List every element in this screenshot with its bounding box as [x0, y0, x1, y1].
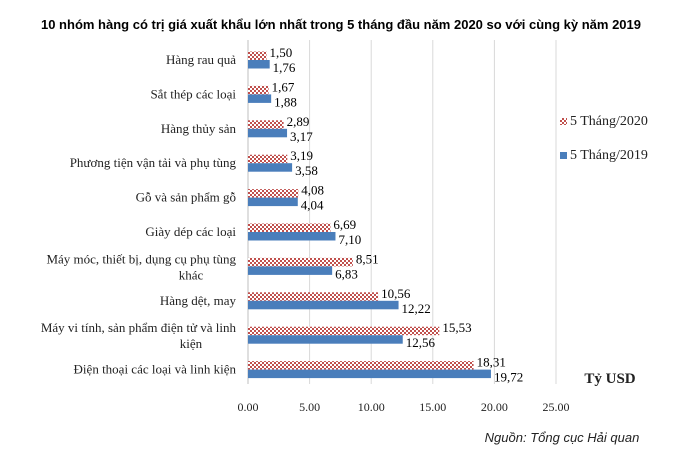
data-label: 15,53 [442, 320, 471, 335]
bar-2019 [248, 94, 272, 103]
data-label: 1,76 [273, 60, 296, 75]
data-labels: 1,501,76 1,671,88 2,893,17 3,193,58 4,084,04… [269, 45, 523, 385]
bar-2020 [248, 154, 288, 164]
category-label: Máy vi tính, sản phẩm điện tử và linh kiệ… [41, 320, 237, 351]
bar-2019 [248, 197, 298, 207]
category-label: Phương tiện vận tải và phụ tùng [70, 155, 237, 170]
x-tick-label: 5.00 [299, 400, 320, 414]
category-label: Điện thoại các loại và linh kiện [74, 362, 237, 377]
category-label: Hàng thủy sản [161, 121, 237, 136]
bar-2020 [248, 51, 267, 60]
bar-2019 [248, 60, 270, 69]
category-label: Sắt thép các loại [150, 86, 236, 101]
data-label: 4,04 [301, 198, 324, 213]
data-label: 12,22 [402, 301, 431, 316]
x-tick-label: 25.00 [543, 400, 570, 414]
data-label: 1,67 [272, 79, 295, 94]
bar-2019 [248, 300, 399, 310]
source-note: Nguồn: Tổng cục Hải quan [485, 430, 640, 445]
category-label: Hàng dệt, may [160, 293, 237, 308]
bar-2020 [248, 292, 379, 301]
data-label: 8,51 [356, 251, 379, 266]
x-tick-label: 10.00 [358, 400, 385, 414]
bar-2019 [248, 266, 333, 275]
x-tick-label: 15.00 [419, 400, 446, 414]
legend-swatch-2020 [560, 118, 567, 125]
category-label: Gỗ và sản phẩm gỗ [136, 190, 236, 205]
bar-2020 [248, 326, 440, 336]
data-label: 19,72 [494, 370, 523, 385]
category-labels: Hàng rau quả Sắt thép các loại Hàng thủy s… [41, 52, 237, 377]
data-label: 10,56 [381, 286, 411, 301]
chart-title: 10 nhóm hàng có trị giá xuất khẩu lớn nh… [41, 17, 641, 32]
bar-2020 [248, 120, 284, 129]
x-axis-ticks: 0.00 5.00 10.00 15.00 20.00 25.00 [238, 400, 570, 414]
data-label: 1,88 [274, 94, 297, 109]
legend-label: 5 Tháng/2019 [570, 148, 648, 163]
data-label: 2,89 [287, 114, 310, 129]
data-label: 7,10 [338, 232, 361, 247]
category-label: Máy móc, thiết bị, dụng cụ phụ tùng khác [46, 251, 236, 282]
bar-2019 [248, 369, 491, 379]
bar-2020 [248, 361, 474, 370]
category-label: Hàng rau quả [166, 52, 236, 67]
x-tick-label: 20.00 [481, 400, 508, 414]
bar-2019 [248, 128, 288, 138]
bars [248, 51, 491, 379]
bar-2020 [248, 223, 331, 232]
category-label: Giày dép các loại [145, 224, 236, 239]
bar-2019 [248, 335, 403, 344]
bar-2020 [248, 257, 353, 267]
x-tick-label: 0.00 [238, 400, 259, 414]
legend-label: 5 Tháng/2020 [570, 114, 648, 129]
data-label: 12,56 [406, 335, 436, 350]
data-label: 4,08 [301, 183, 324, 198]
data-label: 1,50 [269, 45, 292, 60]
bar-2020 [248, 85, 269, 95]
data-label: 6,69 [333, 217, 356, 232]
legend-swatch-2019 [560, 152, 567, 159]
data-label: 3,58 [295, 163, 318, 178]
bar-2020 [248, 189, 299, 198]
legend: 5 Tháng/2020 5 Tháng/2019 [560, 114, 648, 163]
data-label: 18,31 [477, 355, 506, 370]
data-label: 6,83 [335, 266, 358, 281]
bar-2019 [248, 232, 336, 241]
data-label: 3,19 [290, 148, 313, 163]
unit-label: Tỷ USD [584, 371, 635, 387]
data-label: 3,17 [290, 129, 313, 144]
bar-2019 [248, 163, 293, 172]
